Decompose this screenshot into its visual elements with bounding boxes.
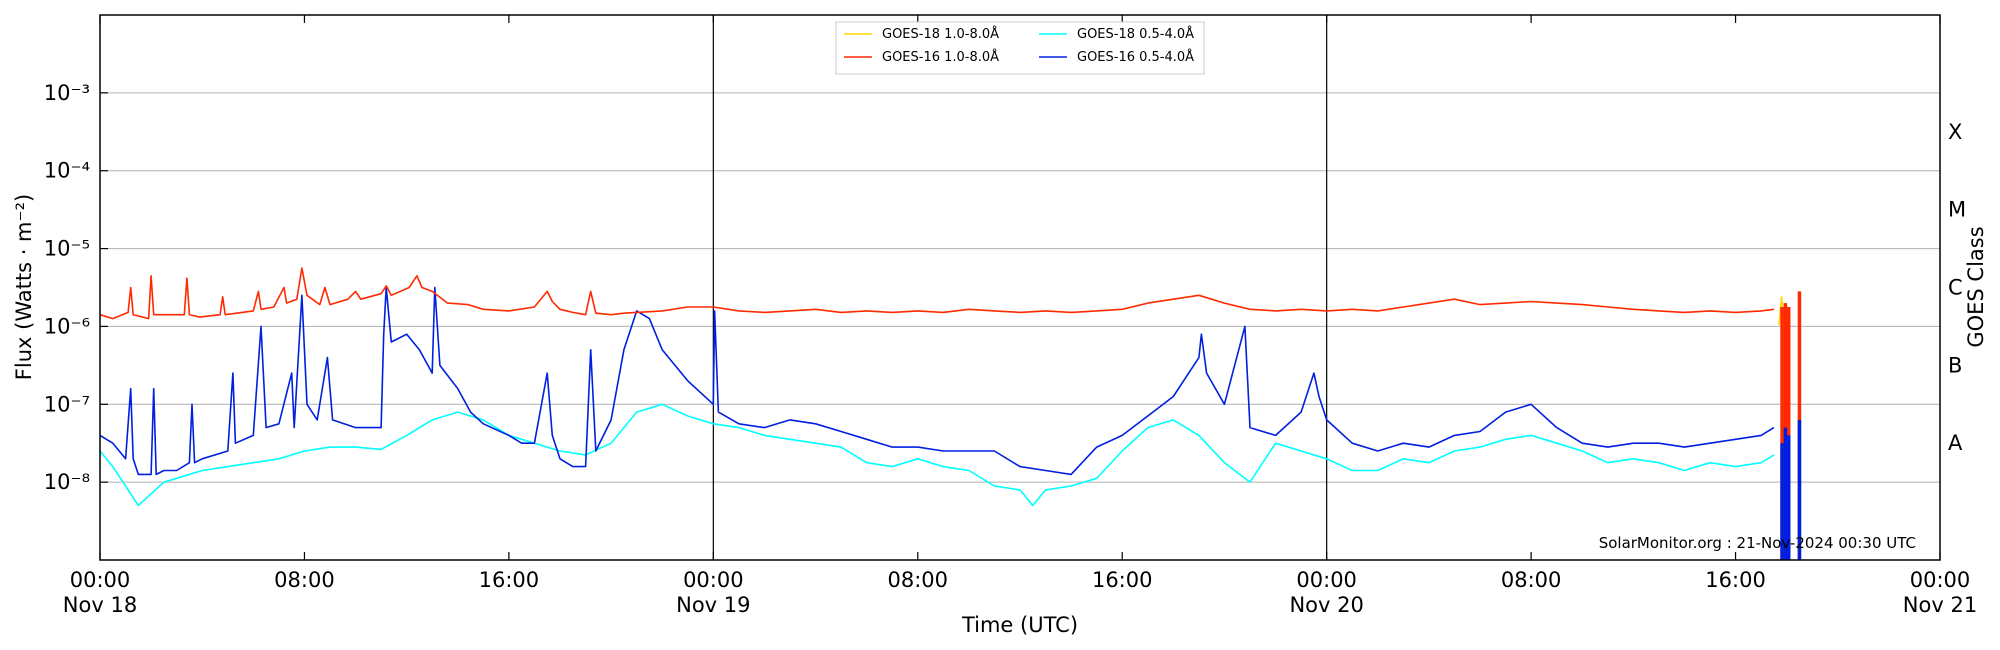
plot-frame (99, 14, 1941, 561)
goes-class-label: X (1948, 120, 1962, 144)
y-tick-label: 10⁻⁴ (44, 159, 90, 183)
y-tick-label: 10⁻⁸ (44, 470, 90, 494)
y-tick-label: 10⁻³ (44, 81, 90, 105)
goes-class-label: C (1948, 276, 1963, 300)
y-tick-label: 10⁻⁷ (44, 392, 90, 416)
goes-class-labels: X M C B A (1948, 120, 1966, 455)
goes-class-label: M (1948, 198, 1966, 222)
legend-entry-label: GOES-18 1.0-8.0Å (882, 26, 999, 42)
x-tick-label: 00:00 (1296, 568, 1357, 592)
gridlines (100, 92, 1940, 483)
x-tick-label: 00:00 (1910, 568, 1971, 592)
goes-class-label: A (1948, 431, 1963, 455)
series-line (99, 403, 1775, 507)
series-line (99, 267, 1774, 320)
y-tick-label: 10⁻⁶ (44, 314, 90, 338)
data-series (99, 267, 1802, 560)
x-tick-label: 00:00 (683, 568, 744, 592)
legend-entry-label: GOES-16 0.5-4.0Å (1077, 49, 1194, 65)
x-tick-date-label: Nov 18 (63, 593, 137, 617)
series-line (99, 286, 1775, 476)
x-tick-date-label: Nov 19 (676, 593, 750, 617)
x-tick-label: 08:00 (888, 568, 949, 592)
goes-class-label: B (1948, 353, 1962, 377)
x-tick-label: 08:00 (274, 568, 335, 592)
legend: GOES-18 1.0-8.0Å GOES-18 0.5-4.0Å GOES-16 … (835, 21, 1205, 75)
x-tick-label: 16:00 (1092, 568, 1153, 592)
goes-class-axis-title: GOES Class (1964, 226, 1988, 347)
x-tick-date-label: Nov 20 (1289, 593, 1363, 617)
day-boundary-lines (712, 15, 1328, 560)
y-axis-title: Flux (Watts · m⁻²) (12, 194, 36, 380)
legend-box (835, 21, 1205, 75)
x-tick-label: 16:00 (1705, 568, 1766, 592)
legend-entry-label: GOES-18 0.5-4.0Å (1077, 26, 1194, 42)
x-tick-label: 00:00 (70, 568, 131, 592)
y-tick-label: 10⁻⁵ (44, 237, 90, 261)
credit-text: SolarMonitor.org : 21-Nov-2024 00:30 UTC (1599, 534, 1916, 552)
x-tick-label: 16:00 (479, 568, 540, 592)
x-axis-title: Time (UTC) (961, 613, 1078, 637)
x-tick-date-label: Nov 21 (1903, 593, 1977, 617)
legend-entry-label: GOES-16 1.0-8.0Å (882, 49, 999, 65)
y-axis-ticks: 10⁻³ 10⁻⁴ 10⁻⁵ 10⁻⁶ 10⁻⁷ 10⁻⁸ (44, 81, 108, 494)
x-tick-label: 08:00 (1501, 568, 1562, 592)
